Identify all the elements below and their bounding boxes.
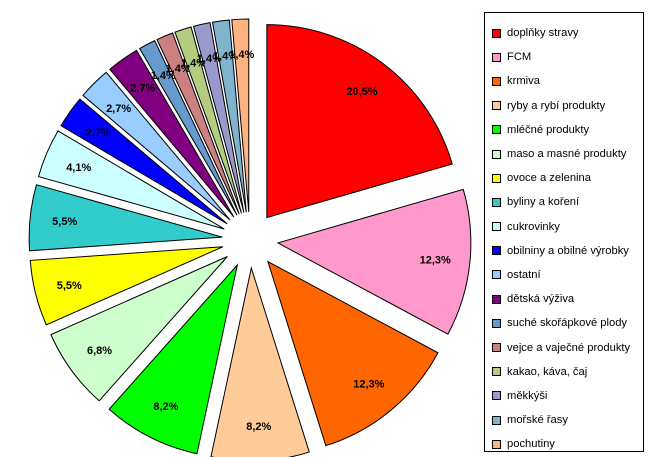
legend-swatch: [492, 28, 501, 38]
legend-swatch: [492, 246, 501, 256]
pie-slice: [210, 266, 310, 457]
pie-slice: [267, 260, 439, 447]
legend-label: vejce a vaječné produkty: [507, 341, 631, 354]
legend-label: pochutiny: [507, 438, 555, 451]
chart-legend: doplňky stravy FCM krmiva ryby a rybí produ…: [484, 12, 644, 452]
legend-swatch: [492, 439, 501, 449]
legend-label: cukrovinky: [507, 220, 560, 233]
legend-label: suché skořápkové plody: [507, 317, 628, 330]
legend-item: krmiva: [492, 69, 643, 93]
slice-data-label: 20,5%: [346, 86, 377, 98]
legend-item: FCM: [492, 45, 643, 69]
legend-item: obilniny a obilné výrobky: [492, 239, 643, 263]
legend-label: FCM: [507, 51, 532, 64]
legend-item: pochutiny: [492, 432, 643, 456]
legend-item: byliny a koření: [492, 190, 643, 214]
legend-swatch: [492, 318, 501, 328]
legend-swatch: [492, 52, 501, 62]
legend-swatch: [492, 149, 501, 159]
legend-item: mléčné produkty: [492, 118, 643, 142]
legend-label: ovoce a zelenina: [507, 172, 591, 185]
legend-swatch: [492, 415, 501, 425]
pie-slice: [60, 98, 228, 225]
pie-slice: [211, 19, 247, 213]
legend-swatch: [492, 343, 501, 353]
slice-data-label: 1,4%: [151, 70, 176, 82]
pie-slice: [156, 32, 240, 215]
slice-data-label: 5,5%: [57, 280, 82, 292]
pie-slice: [108, 263, 239, 455]
legend-swatch: [492, 367, 501, 377]
legend-swatch: [492, 125, 501, 135]
legend-item: cukrovinky: [492, 215, 643, 239]
slice-data-label: 2,7%: [130, 83, 155, 95]
pie-slice: [138, 39, 238, 216]
pie-slice: [28, 184, 223, 252]
pie-slice: [29, 246, 224, 326]
legend-item: mořské řasy: [492, 408, 643, 432]
legend-item: suché skořápkové plody: [492, 311, 643, 335]
pie-slice: [50, 256, 228, 402]
legend-item: měkkýši: [492, 384, 643, 408]
slice-data-label: 5,5%: [52, 216, 77, 228]
legend-swatch: [492, 222, 501, 232]
pie-slice: [37, 130, 225, 230]
slice-data-label: 8,2%: [153, 401, 178, 413]
legend-label: ostatní: [507, 268, 541, 281]
legend-label: maso a masné produkty: [507, 148, 627, 161]
legend-label: ryby a rybí produkty: [507, 99, 606, 112]
pie-slice: [192, 22, 245, 213]
legend-swatch: [492, 197, 501, 207]
pie-chart: 20,5% 12,3% 12,3% 8,2% 8,2% 6,8% 5,5% 5,5% 4,1% 2…: [28, 18, 472, 457]
legend-swatch: [492, 391, 501, 401]
legend-label: byliny a koření: [507, 196, 580, 209]
pie-slice: [231, 18, 250, 213]
slice-data-label: 1,4%: [229, 49, 254, 61]
legend-item: doplňky stravy: [492, 21, 643, 45]
pie-slice: [82, 71, 231, 221]
pie-slice: [266, 24, 453, 219]
legend-label: dětská výživa: [507, 293, 575, 306]
legend-item: ovoce a zelenina: [492, 166, 643, 190]
legend-swatch: [492, 173, 501, 183]
slice-data-label: 4,1%: [66, 162, 91, 174]
slice-data-label: 12,3%: [420, 255, 451, 267]
legend-item: dětská výživa: [492, 287, 643, 311]
slice-data-label: 2,7%: [106, 103, 131, 115]
legend-swatch: [492, 101, 501, 111]
pie-slice: [109, 49, 235, 218]
legend-swatch: [492, 294, 501, 304]
legend-item: maso a masné produkty: [492, 142, 643, 166]
slice-data-label: 1,4%: [181, 58, 206, 70]
legend-swatch: [492, 76, 501, 86]
legend-label: mořské řasy: [507, 414, 568, 427]
slice-data-label: 1,4%: [166, 63, 191, 75]
slice-data-label: 8,2%: [246, 421, 271, 433]
slice-data-label: 2,7%: [86, 127, 111, 139]
legend-item: ostatní: [492, 263, 643, 287]
pie-slice: [276, 188, 472, 335]
legend-label: mléčné produkty: [507, 123, 590, 136]
legend-item: ryby a rybí produkty: [492, 94, 643, 118]
legend-label: měkkýši: [507, 389, 548, 402]
legend-label: doplňky stravy: [507, 27, 579, 40]
legend-label: kakao, káva, čaj: [507, 365, 588, 378]
legend-swatch: [492, 270, 501, 280]
slice-data-label: 1,4%: [213, 50, 238, 62]
legend-label: krmiva: [507, 75, 540, 88]
slice-data-label: 1,4%: [197, 53, 222, 65]
legend-item: kakao, káva, čaj: [492, 360, 643, 384]
slice-data-label: 12,3%: [353, 378, 384, 390]
legend-item: vejce a vaječné produkty: [492, 335, 643, 359]
pie-slice: [174, 26, 242, 214]
legend-label: obilniny a obilné výrobky: [507, 244, 629, 257]
slice-data-label: 6,8%: [87, 345, 112, 357]
